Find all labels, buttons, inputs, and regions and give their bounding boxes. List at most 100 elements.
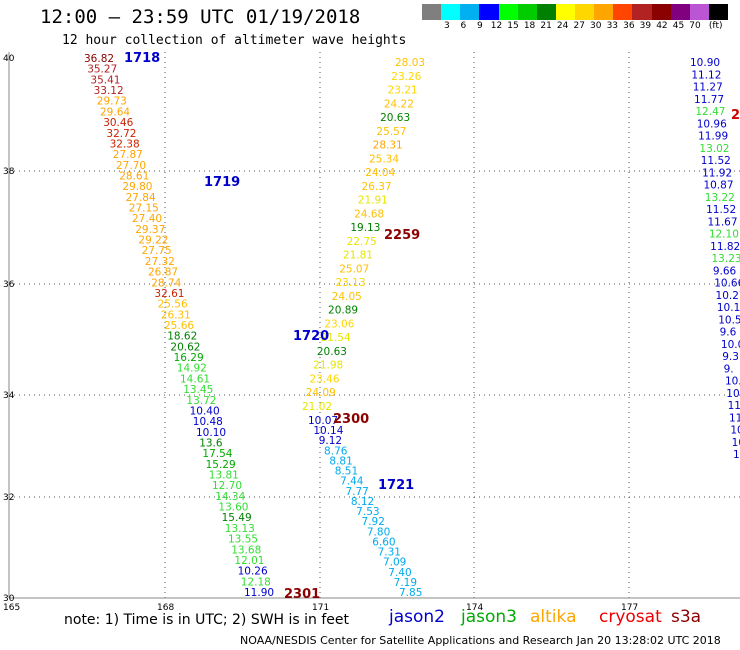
wave-height-label: 22.75 (347, 236, 377, 248)
pass-time-label: 2301 (284, 587, 320, 602)
wave-height-label: 21.81 (343, 250, 373, 262)
wave-height-label: 11.99 (698, 131, 728, 143)
scale-swatch (651, 4, 671, 20)
legend-altika: altika (530, 607, 577, 627)
wave-height-label: 10.0 (721, 339, 740, 351)
wave-height-label: 12.18 (241, 576, 271, 588)
wave-height-label: 13.60 (218, 502, 248, 514)
pass-time-label: 1719 (204, 175, 240, 190)
wave-height-label: 33.12 (94, 85, 124, 97)
map-title: 12:00 – 23:59 UTC 01/19/2018 (40, 6, 361, 28)
wave-height-label: 21.98 (313, 360, 343, 372)
wave-height-label: 12.70 (212, 480, 242, 492)
wave-height-label: 27.40 (132, 213, 162, 225)
pass-labels: 1718 1719 1720 1721 2259 2300 2301 2 (124, 51, 740, 602)
wave-height-label: 24.05 (332, 291, 362, 303)
wave-height-label: 13.13 (225, 523, 255, 535)
wave-height-label: 10.66 (714, 278, 740, 290)
footer-note: note: 1) Time is in UTC; 2) SWH is in fe… (64, 612, 350, 628)
wave-height-label: 16.29 (174, 352, 204, 364)
wave-height-label: 24.09 (306, 387, 336, 399)
legend-jason2: jason2 (389, 607, 445, 627)
pass-time-label: 2259 (384, 228, 420, 243)
scale-swatch (575, 4, 595, 20)
legend-jason3: jason3 (461, 607, 517, 627)
scale-swatch (555, 4, 575, 20)
wave-height-label: 27.75 (142, 245, 172, 257)
wave-height-label: 26.87 (148, 267, 178, 279)
wave-height-label: 11 (728, 400, 740, 412)
scale-label: 18 (523, 21, 536, 31)
wave-height-label: 11.27 (693, 82, 723, 94)
wave-height-label: 25.66 (164, 320, 194, 332)
wave-height-label: 29.22 (138, 235, 168, 247)
scale-swatch (517, 4, 537, 20)
lat-tick-label: 30 (3, 594, 15, 604)
scale-swatch (479, 4, 499, 20)
track-far-right-values: 10.9011.1211.2711.7712.4710.9611.9913.02… (690, 57, 740, 461)
wave-height-label: 11.77 (694, 94, 724, 106)
wave-height-label: 13.6 (199, 437, 223, 449)
wave-height-label: 7.44 (340, 476, 364, 488)
lat-tick-label: 38 (3, 167, 15, 177)
wave-height-label: 9. (724, 363, 734, 375)
wave-height-label: 11.12 (691, 69, 721, 81)
credit-line: NOAA/NESDIS Center for Satellite Applica… (240, 634, 721, 647)
color-scale-bar (422, 4, 728, 20)
wave-height-label: 10. (726, 388, 740, 400)
pass-time-label: 1720 (293, 329, 329, 344)
wave-height-label: 36.82 (84, 53, 114, 65)
wave-height-label: 23.06 (324, 318, 354, 330)
wave-height-label: 29.73 (97, 96, 127, 108)
pass-time-label: 1721 (378, 478, 414, 493)
wave-height-label: 7.92 (362, 516, 385, 528)
wave-height-label: 14.34 (215, 491, 245, 503)
scale-swatch (441, 4, 461, 20)
wave-height-label: 10.10 (196, 427, 226, 439)
scale-label: 24 (556, 21, 569, 31)
legend-s3a: s3a (671, 607, 702, 627)
lon-tick-label: 174 (466, 603, 483, 613)
scale-swatch (613, 4, 633, 20)
wave-height-label: 12.47 (695, 106, 725, 118)
scale-label: 33 (606, 21, 619, 31)
wave-height-label: 23.21 (388, 85, 418, 97)
wave-height-label: 6.60 (372, 536, 395, 548)
wave-height-label: 27.84 (126, 192, 156, 204)
lon-tick-label: 177 (621, 603, 638, 613)
scale-swatch (689, 4, 709, 20)
wave-height-label: 11.52 (701, 155, 731, 167)
wave-height-label: 7.80 (367, 526, 390, 538)
wave-height-label: 10.90 (690, 57, 720, 69)
scale-swatch (460, 4, 480, 20)
wave-height-label: 21.54 (321, 332, 351, 344)
pass-time-label: 1718 (124, 51, 160, 66)
wave-height-label: 26.31 (161, 309, 191, 321)
scale-swatch (536, 4, 556, 20)
wave-height-label: 13.02 (699, 143, 729, 155)
wave-height-label: 13.55 (228, 534, 258, 546)
wave-height-label: 32.61 (154, 288, 184, 300)
scale-unit: (ft) (708, 21, 723, 31)
legend-cryosat: cryosat (599, 607, 662, 627)
wave-height-label: 20.63 (317, 346, 347, 358)
wave-height-label: 8.12 (351, 496, 374, 508)
wave-height-label: 7.19 (394, 577, 417, 589)
scale-swatch (708, 4, 728, 20)
lon-tick-label: 165 (3, 603, 20, 613)
track-left-values: 36.8235.2735.4133.1229.7329.6430.4632.72… (84, 53, 274, 599)
wave-height-label: 23.26 (391, 71, 421, 83)
wave-height-label: 23.13 (335, 277, 365, 289)
wave-height-label: 10. (725, 376, 740, 388)
wave-height-label: 10.5 (718, 314, 740, 326)
wave-height-label: 1 (733, 449, 740, 461)
wave-height-label: 28.61 (119, 170, 149, 182)
wave-height-label: 7.77 (345, 486, 368, 498)
wave-height-label: 13.68 (231, 544, 261, 556)
wave-height-label: 10.87 (703, 180, 733, 192)
scale-label: 3 (443, 21, 450, 31)
wave-height-label: 18.62 (167, 331, 197, 343)
track-lower-right-values: 10.0710.149.128.768.818.517.447.778.127.… (308, 415, 422, 599)
